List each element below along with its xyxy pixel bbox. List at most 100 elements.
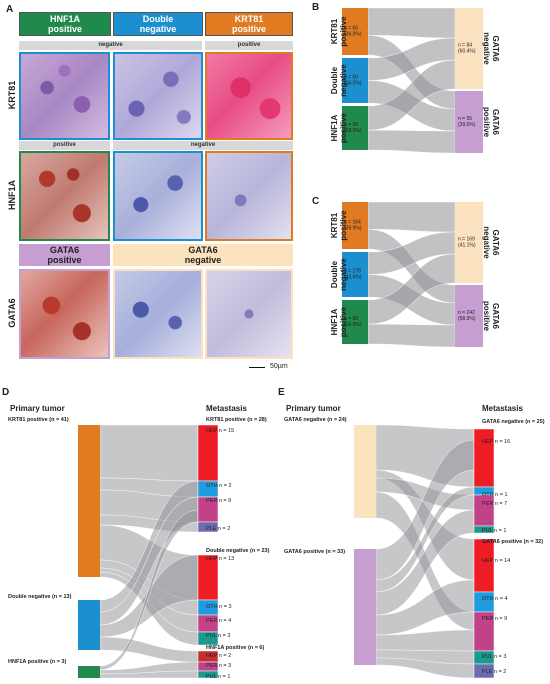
panel-d-left-group-0: KRT81 positive (n = 41)	[8, 417, 69, 423]
panel-d-label: D	[2, 387, 9, 398]
panel-b-left-name-0: KRT81positive	[330, 16, 348, 47]
panel-c-left-name-2: HNF1Apositive	[330, 306, 348, 337]
panel-e-right-node-4	[473, 538, 495, 593]
panel-e-label: E	[278, 387, 285, 398]
panel-e-right-node-2	[473, 494, 495, 527]
panel-b-left-name-1: Doublenegative	[330, 64, 348, 97]
panel-b-left-count-0: n = 50 (36.0%)	[344, 26, 362, 38]
panel-d-right-group-0: KRT81 positive (n = 28)	[206, 417, 267, 423]
tile-hnf1a-hnf1a	[19, 151, 110, 241]
panel-d-site-9: PER n = 3	[206, 663, 231, 669]
panel-b-left-node-2	[342, 106, 368, 150]
panel-e-right-node-3	[473, 525, 495, 534]
tile-hnf1a-double	[113, 151, 203, 241]
tile-hnf1a-krt81	[205, 151, 293, 241]
panel-e-site-7: PUL n = 3	[482, 654, 506, 660]
panel-e-left-node-0	[354, 425, 376, 518]
panel-c-flow-6	[367, 323, 456, 348]
panel-e-right-title: Metastasis	[482, 404, 523, 413]
panel-b-left-count-2: n = 39 (28.0%)	[344, 122, 362, 134]
panel-b-flow-1	[367, 7, 456, 39]
panel-e-site-3: PUL n = 1	[482, 528, 506, 534]
header-double-negative: Double negative	[113, 12, 203, 36]
panel-e-site-1: OTH n = 1	[482, 492, 508, 498]
panel-b-left-node-0	[342, 8, 368, 55]
bar-negative: negative	[19, 41, 202, 50]
panel-c-left-node-0	[342, 202, 368, 249]
panel-d-left-node-0	[78, 425, 100, 577]
panel-b-right-name-1: GATA6positive	[482, 107, 500, 138]
panel-d-right-node-10	[197, 670, 219, 679]
tile-gata6-positive	[19, 269, 110, 359]
panel-d-site-0: HEP n = 15	[206, 428, 234, 434]
panel-d-left-group-2: HNF1A positive (n = 3)	[8, 659, 66, 665]
tile-gata6-negative-2	[205, 269, 293, 359]
panel-b-label: B	[312, 2, 319, 13]
panel-e-left-title: Primary tumor	[286, 404, 341, 413]
panel-c-right-node-1	[455, 285, 483, 347]
panel-c-left-name-1: Doublenegative	[330, 258, 348, 291]
tag-gata6-negative: GATA6 negative	[113, 244, 293, 266]
panel-b-left-node-1	[342, 58, 368, 103]
panel-d-site-5: OTH n = 3	[206, 604, 232, 610]
header-krt81-positive: KRT81 positive	[205, 12, 293, 36]
panel-e-site-6: PER n = 9	[482, 616, 507, 622]
panel-d-site-1: OTH n = 2	[206, 483, 232, 489]
bar-positive: positive	[205, 41, 293, 50]
panel-d-site-2: PER n = 9	[206, 498, 231, 504]
panel-b-right-name-0: GATA6negative	[482, 32, 500, 65]
panel-e-right-group-1: GATA6 positive (n = 32)	[482, 539, 543, 545]
panel-a-label: A	[6, 4, 14, 15]
header-hnf1a-positive: HNF1A positive	[19, 12, 111, 36]
panel-c-left-count-0: n = 164 (39.9%)	[344, 220, 362, 232]
panel-c-right-count-0: n = 169 (41.1%)	[458, 237, 476, 249]
panel-c-label: C	[312, 196, 319, 207]
panel-d-left-group-1: Double negative (n = 13)	[8, 594, 72, 600]
panel-d-site-7: PUL n = 3	[206, 633, 230, 639]
panel-d-left-node-1	[78, 600, 100, 650]
bar-negative-hnf1a: negative	[113, 141, 293, 150]
panel-d-left-node-2	[78, 666, 100, 678]
panel-c-right-count-1: n = 242 (58.9%)	[458, 310, 476, 322]
panel-d-site-6: PER n = 4	[206, 618, 231, 624]
scale-label: 50µm	[270, 363, 288, 370]
panel-b-flow-6	[367, 129, 456, 154]
panel-b-right-count-0: n = 84 (60.4%)	[458, 43, 476, 55]
panel-d-right-node-3	[197, 521, 219, 533]
panel-e-right-node-0	[473, 428, 495, 488]
panel-d-flow-0	[99, 424, 199, 482]
panel-e-site-5: OTH n = 4	[482, 596, 508, 602]
panel-e-site-4: HEP n = 14	[482, 558, 510, 564]
scale-bar	[249, 367, 265, 368]
panel-b-right-node-0	[455, 8, 483, 89]
panel-c-left-node-2	[342, 300, 368, 344]
panel-e-right-group-0: GATA6 negative (n = 25)	[482, 419, 545, 425]
panel-e-left-node-1	[354, 549, 376, 665]
panel-c-right-name-1: GATA6positive	[482, 301, 500, 332]
panel-d-right-node-7	[197, 631, 219, 646]
panel-d-site-10: PUL n = 1	[206, 674, 230, 680]
tile-gata6-negative-1	[113, 269, 203, 359]
panel-c-right-node-0	[455, 202, 483, 283]
panel-c-left-name-0: KRT81positive	[330, 210, 348, 241]
panel-d-site-3: PLE n = 2	[206, 526, 230, 532]
panel-d-left-title: Primary tumor	[10, 404, 65, 413]
panel-e-left-group-1: GATA6 positive (n = 33)	[284, 549, 345, 555]
tag-gata6-positive: GATA6 positive	[19, 244, 110, 266]
panel-c-left-count-2: n = 68 (16.5%)	[344, 316, 362, 328]
panel-e-site-2: PER n = 7	[482, 501, 507, 507]
panel-d-right-title: Metastasis	[206, 404, 247, 413]
panel-d-site-4: HEP n = 13	[206, 556, 234, 562]
bar-positive-hnf1a: positive	[19, 141, 110, 150]
panel-e-left-group-0: GATA6 negative (n = 24)	[284, 417, 347, 423]
panel-c-flow-1	[367, 201, 456, 233]
panel-e-site-0: HEP n = 16	[482, 439, 510, 445]
panel-c-right-name-0: GATA6negative	[482, 226, 500, 259]
panel-b-left-count-1: n = 50 (36.0%)	[344, 75, 362, 87]
panel-b-left-name-2: HNF1Apositive	[330, 112, 348, 143]
tile-krt81-double	[113, 52, 203, 140]
tile-krt81-krt81	[205, 52, 293, 140]
panel-c-left-node-1	[342, 252, 368, 297]
panel-b-right-node-1	[455, 91, 483, 153]
